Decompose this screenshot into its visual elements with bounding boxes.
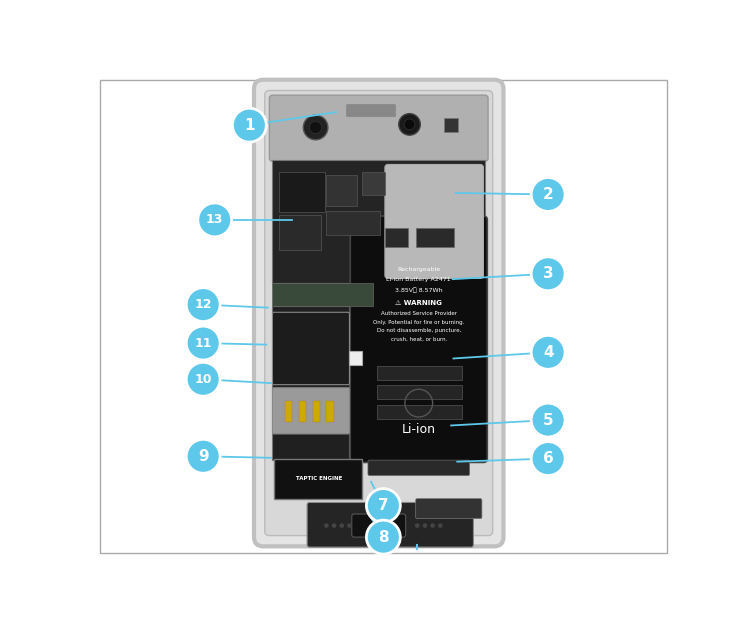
Circle shape [340, 523, 344, 528]
FancyBboxPatch shape [350, 216, 487, 463]
Text: 13: 13 [206, 213, 224, 227]
Text: 2: 2 [543, 187, 554, 202]
FancyBboxPatch shape [377, 366, 462, 380]
Circle shape [186, 326, 220, 360]
FancyBboxPatch shape [385, 165, 483, 279]
Circle shape [438, 523, 443, 528]
Bar [285, 401, 292, 423]
Bar [444, 118, 458, 132]
Text: 9: 9 [198, 449, 209, 464]
FancyBboxPatch shape [272, 283, 373, 306]
Circle shape [197, 203, 232, 237]
Circle shape [186, 439, 220, 473]
Text: 10: 10 [194, 372, 212, 386]
FancyBboxPatch shape [269, 95, 488, 162]
FancyBboxPatch shape [272, 312, 349, 384]
Bar [326, 401, 334, 423]
FancyBboxPatch shape [272, 306, 349, 460]
Text: Authorized Service Provider: Authorized Service Provider [381, 311, 457, 316]
FancyBboxPatch shape [307, 503, 473, 547]
FancyBboxPatch shape [346, 105, 396, 116]
Text: 7: 7 [378, 498, 389, 513]
Bar [349, 351, 362, 364]
Bar [326, 210, 380, 235]
Text: ⚠ WARNING: ⚠ WARNING [396, 300, 442, 306]
Text: 8: 8 [378, 530, 389, 545]
Text: 5: 5 [543, 413, 554, 428]
Text: 6: 6 [543, 451, 554, 466]
Circle shape [186, 287, 220, 322]
FancyBboxPatch shape [368, 460, 470, 476]
Bar [385, 228, 408, 247]
Circle shape [324, 523, 328, 528]
Circle shape [531, 257, 565, 290]
Text: 11: 11 [194, 337, 212, 349]
Circle shape [531, 178, 565, 212]
Text: 4: 4 [543, 345, 554, 360]
Circle shape [430, 523, 435, 528]
Text: Li-ion: Li-ion [402, 423, 436, 436]
Text: 12: 12 [194, 298, 212, 311]
Circle shape [186, 362, 220, 396]
Circle shape [332, 523, 337, 528]
Text: crush, heat, or burn.: crush, heat, or burn. [390, 337, 447, 342]
Bar [326, 175, 358, 206]
Circle shape [399, 114, 420, 135]
FancyBboxPatch shape [265, 91, 493, 536]
FancyBboxPatch shape [274, 459, 362, 499]
FancyBboxPatch shape [272, 387, 349, 434]
Circle shape [233, 108, 266, 142]
Circle shape [367, 489, 400, 523]
FancyBboxPatch shape [377, 386, 462, 399]
Bar [298, 401, 307, 423]
Text: Do not disassemble, puncture,: Do not disassemble, puncture, [376, 328, 461, 333]
Text: 3.85V⎋ 8.57Wh: 3.85V⎋ 8.57Wh [395, 287, 443, 293]
Circle shape [404, 119, 415, 130]
Circle shape [310, 121, 322, 133]
Text: TAPTIC ENGINE: TAPTIC ENGINE [294, 476, 342, 481]
Circle shape [303, 115, 328, 140]
Circle shape [347, 523, 352, 528]
FancyBboxPatch shape [416, 499, 482, 518]
Circle shape [531, 403, 565, 437]
FancyBboxPatch shape [377, 404, 462, 419]
Circle shape [423, 523, 427, 528]
FancyBboxPatch shape [352, 514, 405, 537]
FancyBboxPatch shape [272, 160, 485, 283]
Bar [313, 401, 320, 423]
Circle shape [531, 336, 565, 369]
Bar [362, 172, 385, 195]
Bar [278, 215, 321, 250]
Text: Li-ion Battery A2471: Li-ion Battery A2471 [387, 277, 451, 282]
FancyBboxPatch shape [100, 80, 666, 553]
Text: Only. Potential for fire or burning.: Only. Potential for fire or burning. [373, 320, 465, 325]
FancyBboxPatch shape [254, 80, 503, 546]
Circle shape [367, 520, 400, 554]
Circle shape [531, 441, 565, 476]
Circle shape [415, 523, 420, 528]
Text: 1: 1 [244, 118, 254, 133]
Bar [278, 172, 325, 212]
Text: Rechargeable: Rechargeable [397, 267, 441, 272]
Bar [416, 228, 454, 247]
Text: 3: 3 [543, 266, 554, 281]
